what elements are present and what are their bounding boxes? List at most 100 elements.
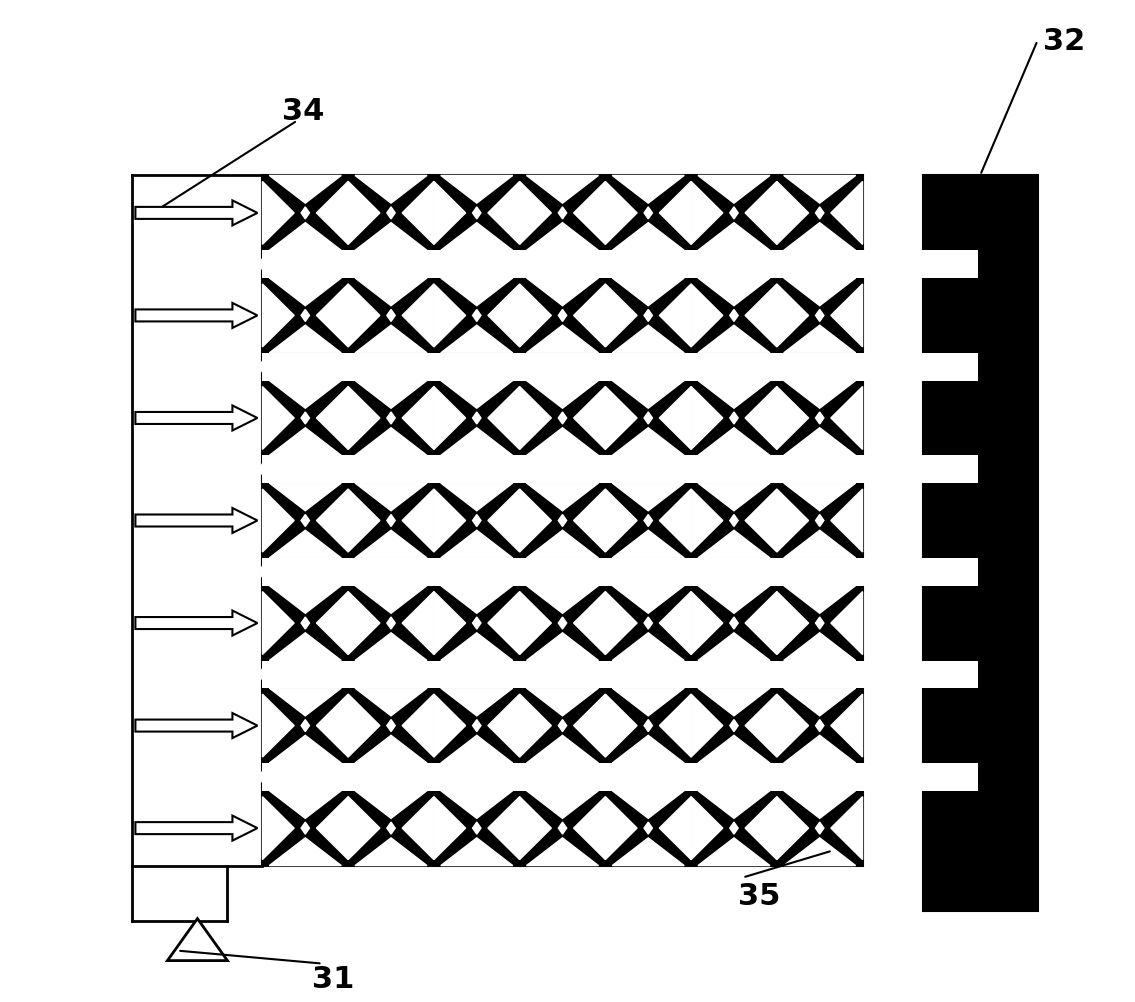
Polygon shape (440, 586, 513, 613)
Polygon shape (783, 586, 856, 613)
Polygon shape (859, 567, 866, 578)
Polygon shape (859, 772, 866, 783)
Polygon shape (527, 633, 598, 661)
Polygon shape (773, 464, 781, 475)
Polygon shape (488, 387, 520, 450)
Polygon shape (259, 669, 266, 680)
Polygon shape (688, 567, 695, 578)
Polygon shape (612, 484, 684, 511)
Polygon shape (301, 413, 310, 425)
Polygon shape (612, 428, 684, 456)
Text: 34: 34 (283, 97, 325, 126)
Polygon shape (488, 285, 520, 348)
Polygon shape (698, 531, 770, 558)
Polygon shape (605, 387, 637, 450)
Polygon shape (269, 586, 342, 613)
Polygon shape (355, 223, 427, 252)
Polygon shape (573, 592, 605, 655)
Polygon shape (402, 387, 434, 450)
Polygon shape (558, 617, 566, 629)
Bar (863, 558, 977, 586)
Polygon shape (698, 791, 770, 819)
Polygon shape (301, 311, 310, 322)
Polygon shape (440, 688, 513, 716)
Polygon shape (520, 285, 552, 348)
Polygon shape (730, 207, 738, 219)
Polygon shape (440, 176, 513, 204)
Polygon shape (472, 207, 481, 219)
Polygon shape (783, 381, 856, 409)
Polygon shape (472, 719, 481, 731)
Polygon shape (135, 201, 258, 226)
Polygon shape (434, 797, 465, 860)
Polygon shape (430, 362, 437, 373)
Polygon shape (434, 182, 465, 245)
Bar (262, 456, 863, 484)
Polygon shape (691, 797, 723, 860)
Polygon shape (387, 823, 395, 835)
Polygon shape (135, 713, 258, 738)
Bar (863, 661, 977, 688)
Polygon shape (730, 617, 738, 629)
Polygon shape (831, 182, 863, 245)
Polygon shape (816, 515, 824, 527)
Polygon shape (783, 791, 856, 819)
Polygon shape (783, 688, 856, 716)
Polygon shape (558, 823, 566, 835)
Polygon shape (573, 387, 605, 450)
Polygon shape (776, 285, 808, 348)
Polygon shape (520, 182, 552, 245)
Polygon shape (783, 428, 856, 456)
Polygon shape (516, 669, 523, 680)
Polygon shape (783, 279, 856, 307)
Polygon shape (698, 326, 770, 354)
Bar (262, 558, 863, 586)
Polygon shape (269, 326, 342, 354)
Polygon shape (659, 387, 691, 450)
Polygon shape (488, 182, 520, 245)
Polygon shape (745, 592, 776, 655)
Polygon shape (527, 381, 598, 409)
Polygon shape (402, 490, 434, 552)
Polygon shape (602, 362, 609, 373)
Polygon shape (605, 797, 637, 860)
Polygon shape (776, 490, 808, 552)
Text: 32: 32 (1043, 27, 1085, 56)
Polygon shape (776, 387, 808, 450)
Polygon shape (602, 567, 609, 578)
Polygon shape (644, 515, 653, 527)
Polygon shape (691, 592, 723, 655)
Polygon shape (269, 838, 342, 866)
Polygon shape (691, 387, 723, 450)
Bar (262, 252, 863, 279)
Polygon shape (345, 464, 352, 475)
Polygon shape (348, 387, 380, 450)
Polygon shape (558, 311, 566, 322)
Polygon shape (776, 182, 808, 245)
Polygon shape (698, 223, 770, 252)
Polygon shape (355, 791, 427, 819)
Polygon shape (783, 531, 856, 558)
Bar (262, 764, 863, 791)
Polygon shape (355, 326, 427, 354)
Polygon shape (644, 413, 653, 425)
Polygon shape (773, 669, 781, 680)
Polygon shape (691, 285, 723, 348)
Polygon shape (355, 176, 427, 204)
Polygon shape (387, 719, 395, 731)
Polygon shape (516, 464, 523, 475)
Polygon shape (783, 838, 856, 866)
Polygon shape (859, 260, 866, 271)
Polygon shape (859, 362, 866, 373)
Polygon shape (831, 387, 863, 450)
Polygon shape (317, 694, 348, 758)
Polygon shape (430, 772, 437, 783)
Polygon shape (440, 633, 513, 661)
Polygon shape (783, 484, 856, 511)
Polygon shape (644, 719, 653, 731)
Polygon shape (688, 669, 695, 680)
Polygon shape (776, 797, 808, 860)
Polygon shape (558, 719, 566, 731)
Polygon shape (355, 279, 427, 307)
Polygon shape (402, 592, 434, 655)
